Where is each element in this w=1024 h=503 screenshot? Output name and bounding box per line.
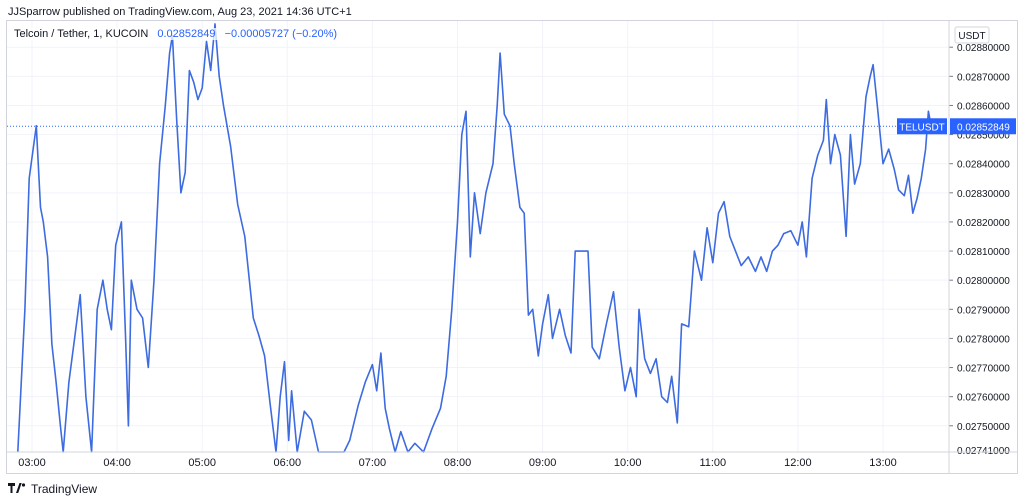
legend-symbol: Telcoin / Tether, 1, KUCOIN — [14, 28, 149, 40]
price-line-series — [17, 23, 932, 453]
time-tick-label: 09:00 — [529, 457, 557, 469]
time-tick-label: 10:00 — [614, 457, 642, 469]
time-tick-label: 05:00 — [188, 457, 216, 469]
time-tick-label: 08:00 — [444, 457, 472, 469]
price-tick-label: 0.02830000 — [957, 189, 1010, 200]
tradingview-logo-icon — [8, 482, 26, 496]
price-tick-label: 0.02870000 — [957, 72, 1010, 83]
price-tick-label: 0.02750000 — [957, 422, 1010, 433]
time-tick-label: 04:00 — [103, 457, 131, 469]
published-by-text: JJSparrow published on TradingView.com, … — [8, 6, 352, 18]
price-tick-label: 0.02860000 — [957, 101, 1010, 112]
price-tick-label: 0.02840000 — [957, 160, 1010, 171]
price-tick-label: 0.02820000 — [957, 218, 1010, 229]
series-layer — [7, 23, 948, 453]
price-tick-label: 0.02800000 — [957, 276, 1010, 287]
time-tick-label: 12:00 — [784, 457, 812, 469]
time-tick-label: 07:00 — [359, 457, 387, 469]
price-tick-label: 0.02880000 — [957, 43, 1010, 54]
legend-change: −0.00005727 (−0.20%) — [224, 28, 338, 40]
currency-box — [954, 26, 990, 44]
grid-layer — [7, 21, 948, 452]
tradingview-logo[interactable]: TradingView — [8, 482, 97, 496]
ticker-label-box — [897, 118, 947, 135]
last-price-box — [950, 118, 1016, 135]
last-price-value: 0.02852849 — [957, 122, 1010, 133]
time-tick-label: 11:00 — [699, 457, 726, 469]
chart-legend[interactable]: Telcoin / Tether, 1, KUCOIN 0.02852849 −… — [14, 28, 338, 40]
ticker-label-text: TELUSDT — [899, 122, 945, 133]
price-axis[interactable]: 0.02750000 0.02760000 0.02770000 0.02780000… — [897, 21, 1016, 474]
time-tick-label: 06:00 — [274, 457, 302, 469]
time-tick-label: 03:00 — [18, 457, 46, 469]
time-axis[interactable]: 03:00 04:00 05:00 06:00 07:00 08:00 09:00 10:00… — [7, 451, 1017, 469]
price-tick-label: 0.02760000 — [957, 393, 1010, 404]
price-tick-label: 0.02790000 — [957, 305, 1010, 316]
currency-label: USDT — [958, 31, 985, 42]
price-tick-label: 0.02770000 — [957, 364, 1010, 375]
tradingview-brand-text: TradingView — [31, 482, 98, 496]
price-tick-label: 0.02780000 — [957, 334, 1010, 345]
chart-frame — [6, 20, 1018, 474]
legend-last-price: 0.02852849 — [157, 28, 216, 40]
time-tick-label: 13:00 — [869, 457, 897, 469]
price-tick-label: 0.02850000 — [957, 131, 1010, 142]
price-tick-label: 0.02810000 — [957, 247, 1010, 258]
